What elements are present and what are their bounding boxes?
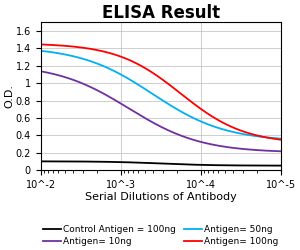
Antigen= 100ng: [39, 43, 43, 46]
Antigen= 50ng: [190, 116, 194, 119]
Antigen= 50ng: [213, 126, 217, 128]
Antigen= 100ng: [190, 100, 194, 103]
Control Antigen = 100ng: [134, 161, 137, 164]
Antigen= 10ng: [117, 101, 121, 104]
Antigen= 10ng: [68, 77, 71, 80]
Control Antigen = 100ng: [212, 164, 216, 167]
Control Antigen = 100ng: [117, 160, 121, 164]
Antigen= 10ng: [213, 144, 217, 146]
Antigen= 100ng: [279, 138, 283, 141]
Y-axis label: O.D.: O.D.: [4, 84, 14, 108]
Antigen= 50ng: [68, 54, 71, 57]
Antigen= 10ng: [134, 111, 137, 114]
Control Antigen = 100ng: [190, 163, 194, 166]
Control Antigen = 100ng: [39, 160, 43, 163]
Control Antigen = 100ng: [213, 164, 217, 167]
Antigen= 100ng: [213, 117, 217, 120]
Line: Antigen= 10ng: Antigen= 10ng: [41, 71, 281, 151]
Line: Control Antigen = 100ng: Control Antigen = 100ng: [41, 161, 281, 166]
Legend: Control Antigen = 100ng, Antigen= 10ng, Antigen= 50ng, Antigen= 100ng: Control Antigen = 100ng, Antigen= 10ng, …: [39, 222, 282, 250]
Antigen= 100ng: [117, 54, 121, 58]
Antigen= 100ng: [134, 62, 137, 64]
Control Antigen = 100ng: [68, 160, 71, 163]
Antigen= 50ng: [134, 82, 137, 85]
X-axis label: Serial Dilutions of Antibody: Serial Dilutions of Antibody: [85, 192, 237, 202]
Antigen= 100ng: [68, 45, 71, 48]
Antigen= 10ng: [190, 138, 194, 141]
Title: ELISA Result: ELISA Result: [102, 4, 220, 22]
Line: Antigen= 50ng: Antigen= 50ng: [41, 51, 281, 138]
Antigen= 50ng: [39, 49, 43, 52]
Antigen= 50ng: [279, 137, 283, 140]
Antigen= 50ng: [117, 72, 121, 75]
Antigen= 100ng: [212, 116, 216, 119]
Antigen= 10ng: [212, 143, 216, 146]
Control Antigen = 100ng: [279, 164, 283, 167]
Antigen= 10ng: [279, 150, 283, 153]
Antigen= 10ng: [39, 70, 43, 73]
Line: Antigen= 100ng: Antigen= 100ng: [41, 44, 281, 140]
Antigen= 50ng: [212, 125, 216, 128]
